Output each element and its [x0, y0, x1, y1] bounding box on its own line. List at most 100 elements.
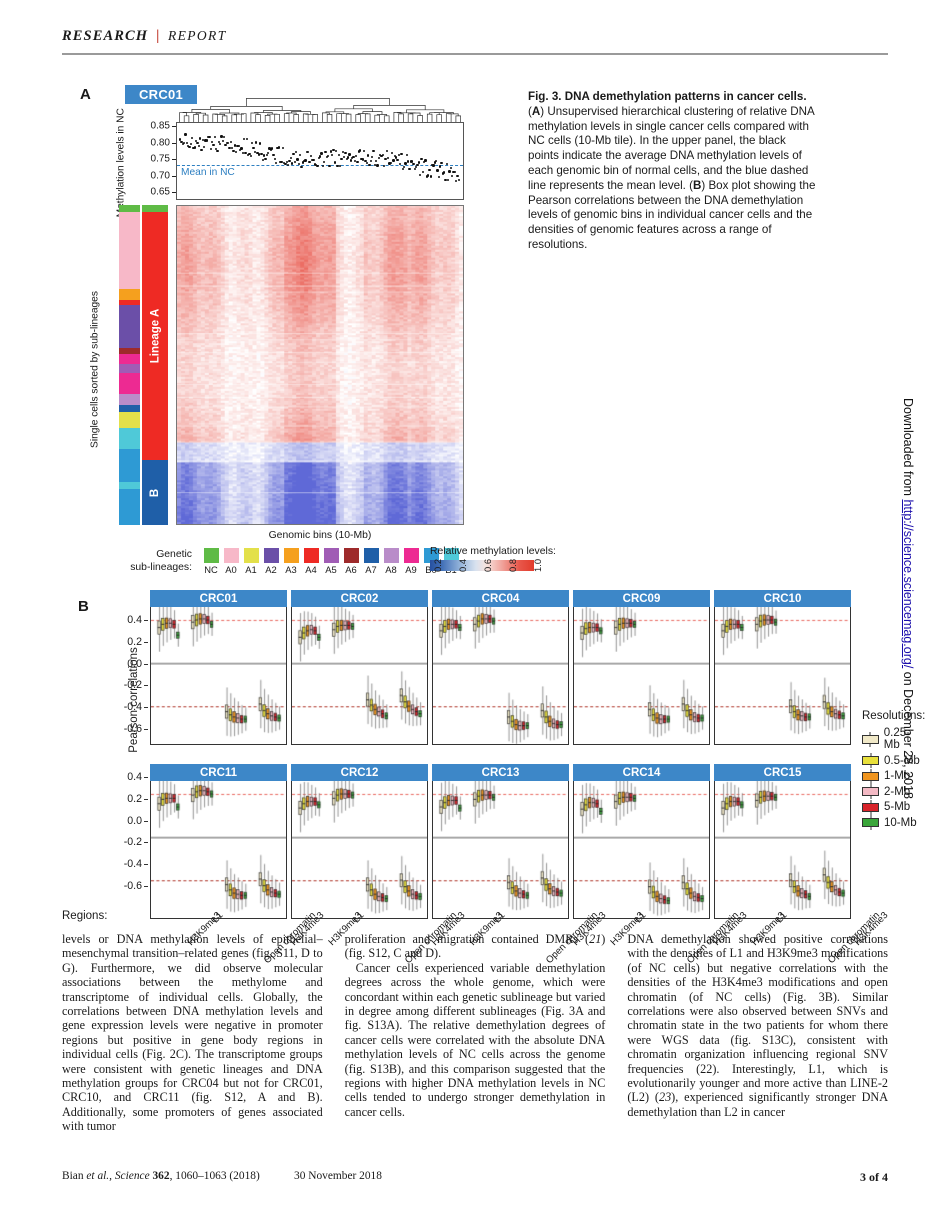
nc-methylation-point	[240, 147, 243, 150]
nc-methylation-point	[380, 155, 383, 158]
boxplot-canvas	[292, 607, 427, 744]
panel-b-letter: B	[78, 598, 89, 615]
boxplot-canvas	[715, 607, 850, 744]
sub-lineage-legend-item: A9	[402, 548, 420, 575]
nc-methylation-point	[357, 150, 360, 153]
sub-lineage-swatch	[203, 548, 219, 563]
panel-b-y-tickmark	[144, 641, 148, 643]
nc-methylation-point	[421, 170, 424, 174]
facet-title[interactable]: CRC11	[150, 764, 287, 781]
panel-a-letter: A	[80, 86, 91, 103]
nc-methylation-point	[393, 154, 396, 158]
nc-methylation-point	[389, 161, 392, 165]
sub-lineage-segment	[119, 489, 140, 525]
nc-methylation-point	[407, 160, 410, 163]
facet-title[interactable]: CRC02	[291, 590, 428, 607]
resolution-legend-item[interactable]: 10-Mb	[862, 817, 925, 829]
nc-methylation-point	[387, 157, 390, 160]
sub-lineage-legend-item: A8	[382, 548, 400, 575]
facet-title[interactable]: CRC10	[714, 590, 851, 607]
nc-methylation-point	[200, 148, 203, 151]
nc-methylation-point	[232, 150, 235, 153]
nc-methylation-point	[204, 139, 207, 142]
footer-citation-volume: 362	[152, 1170, 170, 1182]
nc-methylation-point	[217, 140, 220, 143]
nc-methylation-point	[455, 179, 458, 182]
facet-title[interactable]: CRC01	[150, 590, 287, 607]
facet-title[interactable]: CRC13	[432, 764, 569, 781]
nc-methylation-point	[355, 155, 358, 158]
nc-methylation-point	[273, 158, 276, 161]
nc-methylation-point	[427, 174, 430, 177]
download-source-link[interactable]: http://science.sciencemag.org/	[901, 499, 915, 669]
nc-methylation-point	[452, 170, 455, 173]
sub-lineage-legend-item: A3	[282, 548, 300, 575]
nc-methylation-point	[325, 156, 328, 159]
facet-row: CRC01 CRC02 CRC04 CRC09 CRC10	[150, 590, 851, 745]
nc-methylation-point	[341, 150, 344, 153]
panel-b-y-tickmark	[144, 663, 148, 665]
nc-methylation-point	[221, 139, 224, 143]
panel-b-y-tickmark	[144, 885, 148, 887]
nc-methylation-point	[296, 158, 299, 161]
footer-page-number: 3 of 4	[860, 1170, 888, 1184]
nc-methylation-point	[343, 156, 346, 159]
footer-citation-pages: , 1060–1063 (2018)	[169, 1170, 260, 1182]
sub-lineage-swatch	[323, 548, 339, 563]
nc-methylation-point	[437, 176, 440, 179]
nc-methylation-point	[203, 145, 206, 148]
sub-lineage-legend-title: Genetic sub-lineages:	[84, 548, 192, 574]
sub-lineage-name: A8	[385, 564, 397, 575]
nc-methylation-point	[289, 156, 292, 159]
panel-a-scatter-plot: Mean in NC	[176, 122, 464, 200]
nc-methylation-point	[383, 165, 386, 168]
footer-citation: Bian et al., Science 362, 1060–1063 (201…	[62, 1170, 260, 1182]
figure-3: A CRC01 Methylation levels in NC 0.85 0.8…	[62, 78, 925, 966]
nc-methylation-point	[356, 160, 359, 163]
facet-crc09: CRC09	[573, 590, 710, 745]
sub-lineage-name: A2	[265, 564, 277, 575]
facet-title[interactable]: CRC04	[432, 590, 569, 607]
nc-methylation-point	[220, 135, 223, 138]
facet-title[interactable]: CRC15	[714, 764, 851, 781]
sub-lineage-segment	[119, 449, 140, 483]
nc-methylation-point	[371, 155, 374, 158]
facet-title[interactable]: CRC12	[291, 764, 428, 781]
nc-methylation-point	[292, 152, 295, 155]
resolution-legend-item[interactable]: 5-Mb	[862, 801, 925, 813]
facet-crc14: CRC14	[573, 764, 710, 919]
nc-methylation-point	[388, 162, 391, 165]
nc-methylation-point	[379, 153, 382, 156]
panel-a-y-tick: 0.65	[150, 186, 170, 198]
nc-methylation-point	[271, 147, 274, 150]
body-text-columns: levels or DNA methylation levels of epit…	[62, 932, 888, 1144]
facet-row: CRC11 CRC12 CRC13 CRC14 CRC15	[150, 764, 851, 919]
facet-crc04: CRC04	[432, 590, 569, 745]
resolution-legend-item[interactable]: 2-Mb	[862, 786, 925, 798]
resolution-legend-item[interactable]: 1-Mb	[862, 770, 925, 782]
facet-title[interactable]: CRC14	[573, 764, 710, 781]
sub-lineage-legend-item: A0	[222, 548, 240, 575]
resolution-legend-item[interactable]: 0.5-Mb	[862, 755, 925, 767]
sub-lineage-legend-title-2: sub-lineages:	[130, 562, 192, 573]
nc-methylation-point	[272, 153, 275, 157]
resolution-swatch	[862, 756, 879, 765]
nc-methylation-point	[324, 150, 327, 153]
nc-methylation-point	[440, 161, 443, 164]
facet-crc12: CRC12	[291, 764, 428, 919]
body-paragraph: DNA demethylation showed positive correl…	[627, 932, 889, 1119]
nc-methylation-point	[344, 151, 347, 155]
sub-lineage-segment	[119, 347, 140, 354]
resolution-legend-item[interactable]: 0.25-Mb	[862, 727, 925, 751]
panel-b: B Pearson correlations 0.4 0.2 0.0 -0.2 -0.4…	[62, 590, 925, 966]
nc-methylation-point	[233, 144, 236, 147]
resolution-swatch	[862, 734, 879, 744]
boxplot-canvas	[292, 781, 427, 918]
nc-methylation-point	[377, 156, 380, 159]
facet-title[interactable]: CRC09	[573, 590, 710, 607]
nc-methylation-point	[425, 175, 428, 178]
nc-methylation-point	[287, 163, 290, 166]
nc-methylation-point	[304, 159, 307, 162]
nc-methylation-point	[419, 173, 422, 176]
sub-lineage-segment	[119, 212, 140, 289]
